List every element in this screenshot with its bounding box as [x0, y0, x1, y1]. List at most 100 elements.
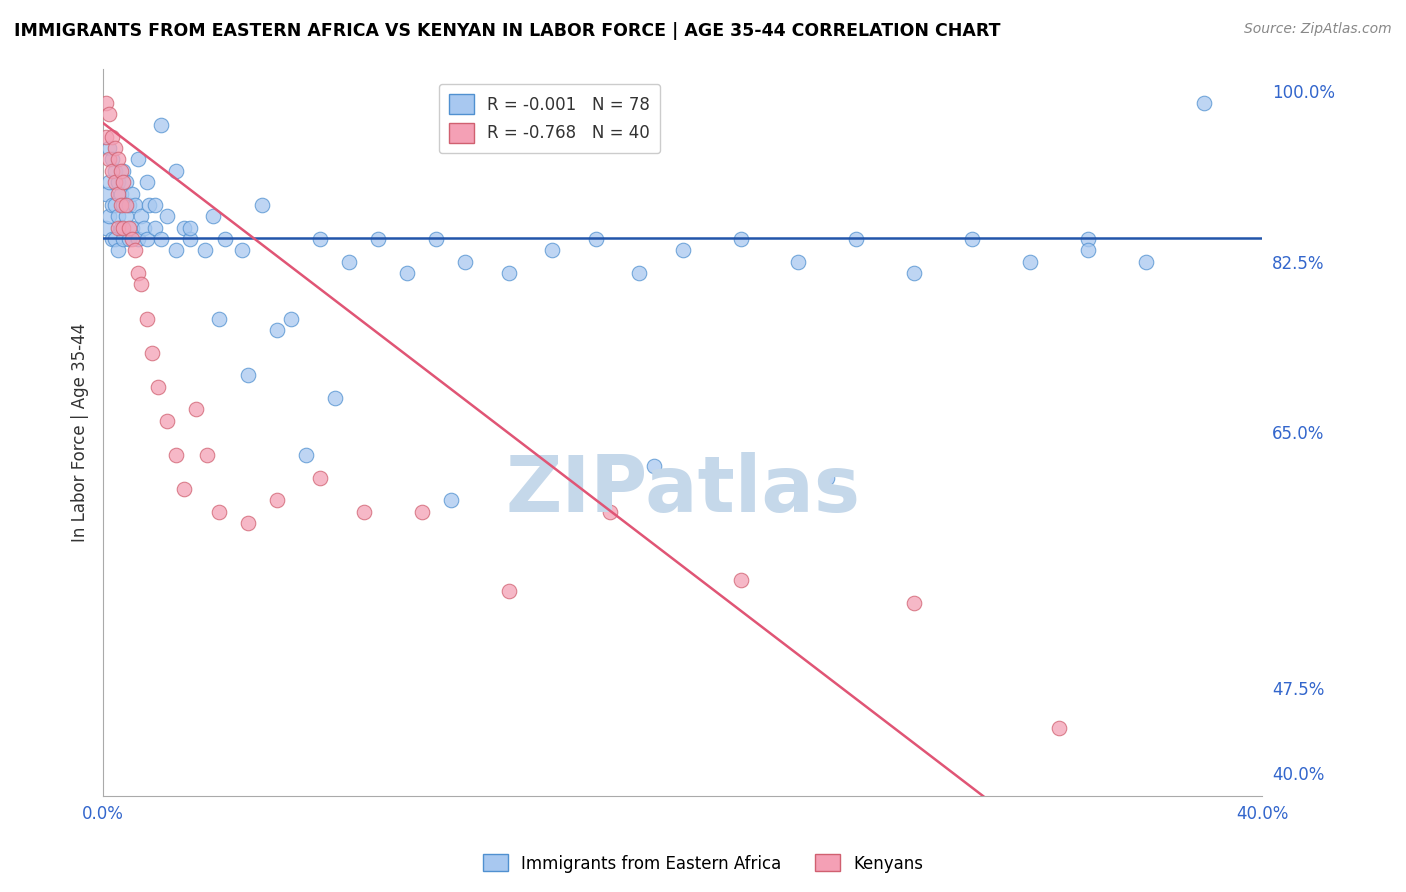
- Point: [129, 277, 152, 292]
- Point: [135, 175, 157, 189]
- Point: [208, 505, 231, 519]
- Point: [628, 266, 651, 280]
- Point: [104, 163, 127, 178]
- Point: [1135, 254, 1157, 268]
- Point: [184, 402, 207, 417]
- Point: [112, 198, 135, 212]
- Point: [101, 198, 124, 212]
- Point: [440, 493, 463, 508]
- Point: [498, 266, 520, 280]
- Point: [156, 209, 179, 223]
- Point: [97, 141, 120, 155]
- Point: [231, 244, 253, 258]
- Point: [236, 516, 259, 530]
- Point: [94, 129, 117, 144]
- Point: [173, 220, 195, 235]
- Point: [141, 345, 163, 359]
- Point: [129, 209, 152, 223]
- Point: [353, 505, 375, 519]
- Point: [112, 232, 135, 246]
- Point: [143, 220, 166, 235]
- Point: [115, 209, 138, 223]
- Point: [104, 198, 127, 212]
- Point: [135, 232, 157, 246]
- Point: [817, 470, 839, 484]
- Point: [643, 459, 665, 474]
- Point: [179, 232, 201, 246]
- Point: [730, 573, 752, 587]
- Point: [730, 232, 752, 246]
- Point: [135, 311, 157, 326]
- Point: [94, 186, 117, 201]
- Point: [107, 244, 129, 258]
- Point: [903, 596, 925, 610]
- Point: [97, 107, 120, 121]
- Point: [104, 175, 127, 189]
- Point: [124, 198, 146, 212]
- Point: [173, 482, 195, 496]
- Point: [498, 584, 520, 599]
- Point: [339, 254, 361, 268]
- Point: [156, 414, 179, 428]
- Point: [585, 232, 607, 246]
- Point: [118, 220, 141, 235]
- Point: [252, 198, 274, 212]
- Point: [411, 505, 433, 519]
- Point: [107, 220, 129, 235]
- Point: [107, 153, 129, 167]
- Text: IMMIGRANTS FROM EASTERN AFRICA VS KENYAN IN LABOR FORCE | AGE 35-44 CORRELATION : IMMIGRANTS FROM EASTERN AFRICA VS KENYAN…: [14, 22, 1001, 40]
- Point: [118, 232, 141, 246]
- Point: [165, 163, 187, 178]
- Text: Source: ZipAtlas.com: Source: ZipAtlas.com: [1244, 22, 1392, 37]
- Point: [309, 232, 332, 246]
- Point: [148, 380, 170, 394]
- Point: [1077, 232, 1099, 246]
- Legend: Immigrants from Eastern Africa, Kenyans: Immigrants from Eastern Africa, Kenyans: [477, 847, 929, 880]
- Point: [193, 244, 215, 258]
- Point: [396, 266, 419, 280]
- Point: [309, 470, 332, 484]
- Point: [1047, 721, 1070, 735]
- Point: [110, 198, 132, 212]
- Point: [127, 266, 149, 280]
- Point: [202, 209, 225, 223]
- Point: [150, 119, 173, 133]
- Point: [150, 232, 173, 246]
- Point: [671, 244, 693, 258]
- Point: [94, 220, 117, 235]
- Point: [101, 163, 124, 178]
- Point: [101, 232, 124, 246]
- Point: [107, 209, 129, 223]
- Point: [1077, 244, 1099, 258]
- Point: [121, 220, 143, 235]
- Point: [110, 220, 132, 235]
- Point: [115, 198, 138, 212]
- Point: [903, 266, 925, 280]
- Point: [112, 163, 135, 178]
- Point: [454, 254, 477, 268]
- Point: [425, 232, 447, 246]
- Point: [107, 175, 129, 189]
- Point: [787, 254, 810, 268]
- Point: [107, 186, 129, 201]
- Point: [97, 209, 120, 223]
- Point: [208, 311, 231, 326]
- Point: [280, 311, 302, 326]
- Point: [845, 232, 868, 246]
- Point: [323, 391, 346, 405]
- Point: [110, 186, 132, 201]
- Point: [115, 175, 138, 189]
- Point: [112, 220, 135, 235]
- Point: [121, 186, 143, 201]
- Point: [143, 198, 166, 212]
- Legend: R = -0.001   N = 78, R = -0.768   N = 40: R = -0.001 N = 78, R = -0.768 N = 40: [439, 84, 659, 153]
- Point: [138, 198, 160, 212]
- Text: ZIPatlas: ZIPatlas: [505, 452, 860, 528]
- Point: [124, 244, 146, 258]
- Point: [236, 368, 259, 383]
- Point: [104, 232, 127, 246]
- Point: [266, 323, 288, 337]
- Point: [197, 448, 219, 462]
- Point: [127, 153, 149, 167]
- Point: [962, 232, 984, 246]
